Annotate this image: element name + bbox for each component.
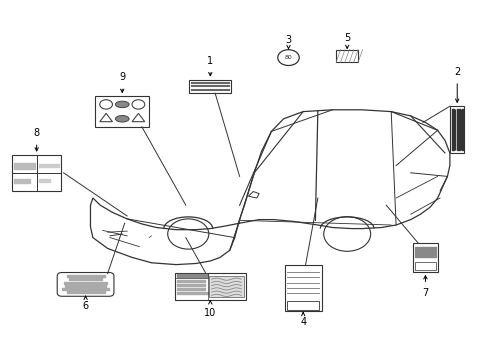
Ellipse shape bbox=[115, 116, 129, 122]
FancyBboxPatch shape bbox=[449, 106, 463, 153]
FancyBboxPatch shape bbox=[95, 96, 149, 127]
FancyBboxPatch shape bbox=[414, 262, 435, 270]
FancyBboxPatch shape bbox=[57, 273, 114, 296]
Text: 6: 6 bbox=[82, 301, 88, 311]
FancyBboxPatch shape bbox=[284, 265, 321, 311]
FancyBboxPatch shape bbox=[209, 276, 243, 297]
FancyBboxPatch shape bbox=[189, 80, 231, 93]
FancyBboxPatch shape bbox=[12, 155, 61, 191]
Text: 9: 9 bbox=[119, 72, 125, 82]
Text: 3: 3 bbox=[285, 35, 291, 45]
FancyBboxPatch shape bbox=[287, 301, 319, 310]
FancyBboxPatch shape bbox=[336, 50, 357, 62]
Ellipse shape bbox=[115, 101, 129, 108]
Text: 4: 4 bbox=[300, 317, 305, 327]
FancyBboxPatch shape bbox=[175, 273, 245, 300]
Text: 10: 10 bbox=[203, 308, 216, 318]
Text: 1: 1 bbox=[207, 56, 213, 66]
Text: 80: 80 bbox=[284, 55, 292, 60]
Text: 8: 8 bbox=[34, 128, 40, 138]
Text: 5: 5 bbox=[344, 33, 349, 43]
Text: 7: 7 bbox=[422, 288, 427, 298]
FancyBboxPatch shape bbox=[412, 243, 437, 272]
Text: 2: 2 bbox=[453, 67, 459, 77]
